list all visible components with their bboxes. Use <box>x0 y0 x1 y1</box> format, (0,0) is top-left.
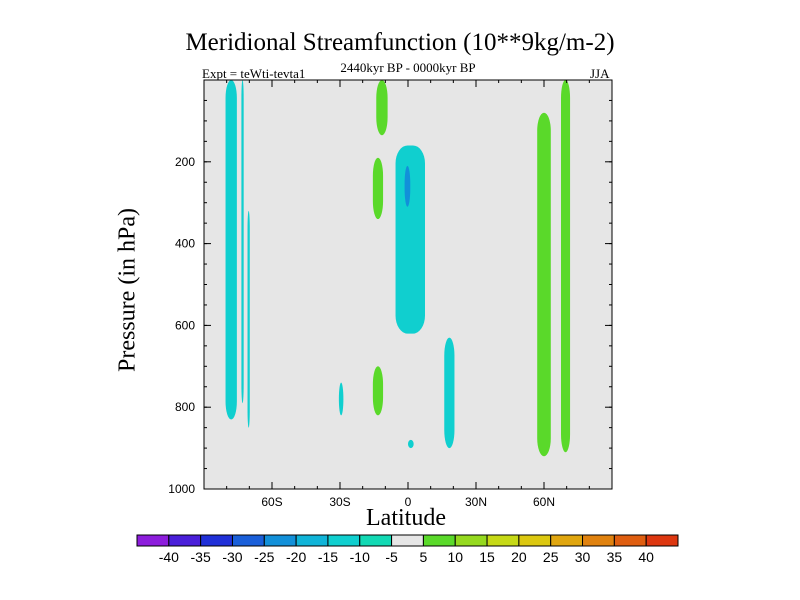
contour-region-3 <box>376 80 388 136</box>
y-tick-label: 600 <box>175 318 195 332</box>
contour-region-1 <box>241 80 244 404</box>
y-tick-label: 400 <box>175 237 195 251</box>
colorbar-label: -30 <box>222 549 242 565</box>
colorbar-swatch <box>518 534 552 547</box>
colorbar-label: -35 <box>191 549 211 565</box>
y-tick-label: 200 <box>175 155 195 169</box>
season-label: JJA <box>590 66 610 81</box>
colorbar-label: 25 <box>543 549 559 565</box>
colorbar-swatch <box>391 534 424 547</box>
colorbar-label: 20 <box>511 549 527 565</box>
colorbar-swatch <box>550 534 584 547</box>
contour-region-6 <box>404 165 411 207</box>
colorbar-label: 10 <box>447 549 463 565</box>
colorbar-swatch <box>486 534 520 547</box>
colorbar-label: -5 <box>385 549 398 565</box>
colorbar-label: 5 <box>420 549 428 565</box>
contour-region-0 <box>225 80 237 420</box>
x-tick-label: 30N <box>465 495 487 509</box>
colorbar-label: 40 <box>638 549 654 565</box>
colorbar-swatch <box>136 534 170 547</box>
contour-region-7 <box>372 366 384 416</box>
colorbar-label: -10 <box>350 549 370 565</box>
time-range-label: 2440kyr BP - 0000kyr BP <box>340 60 476 75</box>
x-tick-label: 60S <box>261 495 282 509</box>
x-tick-label: 30S <box>329 495 350 509</box>
experiment-label: Expt = teWti-tevta1 <box>202 66 306 81</box>
chart-title: Meridional Streamfunction (10**9kg/m-2) <box>185 29 615 56</box>
colorbar-swatch <box>168 534 202 547</box>
colorbar-label: -40 <box>159 549 179 565</box>
x-tick-label: 0 <box>405 495 412 509</box>
colorbar-swatch <box>422 534 456 547</box>
x-axis-label: Latitude <box>366 505 446 531</box>
contour-region-11 <box>537 112 551 457</box>
colorbar-swatch <box>263 534 297 547</box>
colorbar-swatch <box>327 534 361 547</box>
colorbar-swatch <box>359 534 393 547</box>
contour-region-8 <box>338 382 344 416</box>
y-tick-label: 1000 <box>168 482 195 496</box>
y-tick-label: 800 <box>175 400 195 414</box>
contour-region-10 <box>408 439 414 449</box>
colorbar-label: -15 <box>318 549 338 565</box>
colorbar-swatch <box>613 534 647 547</box>
colorbar-label: -25 <box>254 549 274 565</box>
colorbar-label: 15 <box>479 549 495 565</box>
colorbar-swatch <box>645 534 679 547</box>
colorbar-label: 35 <box>607 549 623 565</box>
contour-region-9 <box>444 337 455 449</box>
contour-region-5 <box>395 145 425 334</box>
contour-region-12 <box>561 80 571 453</box>
colorbar-swatch <box>582 534 615 547</box>
colorbar-swatch <box>454 534 488 547</box>
colorbar-label: -20 <box>286 549 306 565</box>
contour-region-2 <box>247 210 250 428</box>
colorbar-swatch <box>200 534 233 547</box>
colorbar-swatch <box>231 534 265 547</box>
colorbar-label: 30 <box>575 549 591 565</box>
colorbar-swatch <box>295 534 329 547</box>
contour-region-4 <box>372 157 384 220</box>
x-tick-label: 60N <box>533 495 555 509</box>
